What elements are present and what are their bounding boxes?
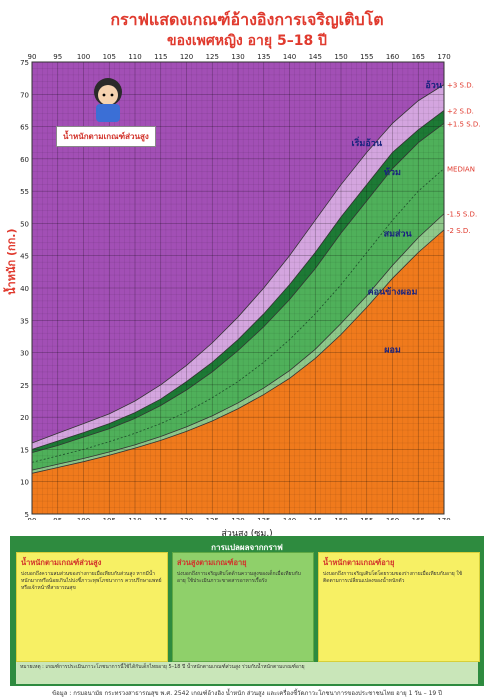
zone-label: สมส่วน <box>384 228 413 239</box>
x-tick-label-top: 170 <box>437 53 450 61</box>
y-tick-label: 10 <box>20 479 29 487</box>
y-tick-label: 30 <box>20 350 29 358</box>
x-tick-label-top: 160 <box>386 53 399 61</box>
zone-label: ค่อนข้างผอม <box>368 286 418 297</box>
y-tick-label: 50 <box>20 220 29 228</box>
zone-proportional <box>32 123 444 471</box>
girl-illustration-icon <box>94 78 122 122</box>
weight-for-height-box: น้ำหนักตามเกณฑ์ส่วนสูง บ่งบอกถึงความสมส่… <box>16 552 168 662</box>
x-tick-label-top: 125 <box>206 53 219 61</box>
x-tick-label-top: 155 <box>360 53 373 61</box>
x-tick-label-top: 145 <box>309 53 322 61</box>
zone-plump <box>32 110 444 453</box>
x-tick-label-top: 105 <box>103 53 116 61</box>
x-tick-label: 145 <box>309 517 322 520</box>
y-tick-label: 25 <box>20 382 29 390</box>
y-tick-label: 40 <box>20 285 29 293</box>
y-tick-label: 65 <box>20 124 29 132</box>
y-tick-label: 60 <box>20 156 29 164</box>
y-tick-label: 20 <box>20 414 29 422</box>
y-tick-label: 35 <box>20 317 29 325</box>
x-tick-label: 120 <box>180 517 193 520</box>
zone-obese <box>32 62 444 443</box>
plot-frame <box>31 61 445 515</box>
series-label: -2 S.D. <box>447 227 471 235</box>
box3-title: น้ำหนักตามเกณฑ์อายุ <box>323 558 395 567</box>
chart-title: กราฟแสดงเกณฑ์อ้างอิงการเจริญเติบโต <box>110 10 384 29</box>
chart-subtitle: ของเพศหญิง อายุ 5–18 ปี <box>167 33 327 49</box>
box3-text: บ่งบอกถึงการเจริญเติบโตโดยรวมของร่างกายเ… <box>323 571 463 584</box>
x-tick-label-top: 135 <box>257 53 270 61</box>
x-tick-label: 110 <box>128 517 141 520</box>
x-tick-label: 155 <box>360 517 373 520</box>
zone-label: ท้วม <box>384 167 401 178</box>
x-tick-label-top: 115 <box>154 53 167 61</box>
figure-label: น้ำหนักตามเกณฑ์ส่วนสูง <box>56 126 156 147</box>
zone-label: อ้วน <box>425 80 442 91</box>
x-tick-label-top: 90 <box>28 53 37 61</box>
y-tick-label: 70 <box>20 91 29 99</box>
series-label: MEDIAN <box>447 166 475 174</box>
x-tick-label: 165 <box>412 517 425 520</box>
box2-text: บ่งบอกถึงการเจริญเติบโตด้านความสูงของเด็… <box>177 571 301 584</box>
x-tick-label: 115 <box>154 517 167 520</box>
series-line <box>31 84 445 444</box>
weight-for-age-box: น้ำหนักตามเกณฑ์อายุ บ่งบอกถึงการเจริญเติ… <box>318 552 480 662</box>
y-tick-label: 75 <box>20 59 29 67</box>
box2-title: ส่วนสูงตามเกณฑ์อายุ <box>177 558 247 567</box>
x-tick-label: 150 <box>334 517 347 520</box>
zone-label: เริ่มอ้วน <box>352 136 383 149</box>
series-line <box>31 123 445 454</box>
series-label: +3 S.D. <box>447 82 474 90</box>
growth-chart: +3 S.D. +2 S.D. +1.5 S.D. MEDIAN -1.5 S.D. -2… <box>20 53 481 520</box>
source-text: ข้อมูล : กรมอนามัย กระทรวงสาธารณสุข พ.ศ.… <box>52 690 442 697</box>
x-tick-label: 170 <box>437 517 450 520</box>
x-tick-label: 130 <box>231 517 244 520</box>
x-tick-label-top: 130 <box>231 53 244 61</box>
x-tick-label-top: 110 <box>128 53 141 61</box>
x-tick-label: 135 <box>257 517 270 520</box>
x-axis-label: ส่วนสูง (ซม.) <box>221 529 273 539</box>
x-tick-label: 95 <box>53 517 62 520</box>
box1-title: น้ำหนักตามเกณฑ์ส่วนสูง <box>21 558 102 567</box>
x-tick-label: 140 <box>283 517 296 520</box>
panel-title: การแปลผลจากกราฟ <box>211 543 283 552</box>
box1-text: บ่งบอกถึงความสมส่วนของร่างกายเมื่อเทียบก… <box>21 571 162 591</box>
x-tick-label-top: 140 <box>283 53 296 61</box>
x-tick-label-top: 150 <box>334 53 347 61</box>
series-line <box>31 213 445 471</box>
series-label: +1.5 S.D. <box>447 120 481 128</box>
y-tick-label: 15 <box>20 446 29 454</box>
y-tick-label: 45 <box>20 253 29 261</box>
x-tick-label-top: 95 <box>53 53 62 61</box>
x-tick-label-top: 165 <box>412 53 425 61</box>
zone-thin <box>32 229 444 514</box>
x-tick-label: 100 <box>77 517 90 520</box>
x-tick-label-top: 100 <box>77 53 90 61</box>
y-tick-label: 5 <box>25 511 29 519</box>
x-tick-label-top: 120 <box>180 53 193 61</box>
y-tick-label: 55 <box>20 188 29 196</box>
x-tick-label: 160 <box>386 517 399 520</box>
x-tick-label: 90 <box>28 517 37 520</box>
zone-label: ผอม <box>384 346 401 356</box>
series-label: -1.5 S.D. <box>447 211 477 219</box>
zone-overweight <box>32 84 444 450</box>
height-for-age-box: ส่วนสูงตามเกณฑ์อายุ บ่งบอกถึงการเจริญเติ… <box>172 552 314 662</box>
y-axis-label: น้ำหนัก (กก.) <box>5 228 18 295</box>
series-label: +2 S.D. <box>447 107 474 115</box>
series-line <box>31 110 445 450</box>
series-line <box>31 229 445 474</box>
x-tick-label: 125 <box>206 517 219 520</box>
note-text: หมายเหตุ : เกณฑ์การประเมินภาวะโภชนาการนี… <box>16 662 478 684</box>
x-tick-label: 105 <box>103 517 116 520</box>
